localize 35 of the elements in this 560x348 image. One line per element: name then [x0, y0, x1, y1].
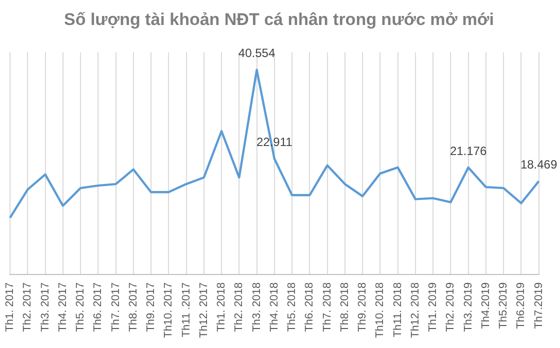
- x-tick-label: Th9. 2018: [356, 282, 369, 332]
- x-tick-label: Th4. 2018: [268, 282, 280, 332]
- x-tick-label: Th4.2019: [480, 282, 492, 329]
- data-label: 21.176: [450, 144, 487, 158]
- x-tick-label: Th3. 2019: [462, 282, 474, 332]
- x-tick-label: Th6. 2017: [92, 282, 104, 332]
- x-tick-label: Th9. 2017: [145, 282, 158, 332]
- x-tick-label: Th12. 2018: [409, 282, 422, 338]
- x-tick-label: Th5. 2018: [286, 282, 298, 332]
- data-label: 40.554: [238, 46, 276, 60]
- x-tick-label: Th5.2019: [498, 282, 510, 329]
- x-tick-label: Th3. 2017: [39, 282, 52, 332]
- data-label: 18.469: [520, 157, 558, 172]
- x-tick-label: Th10. 2018: [374, 282, 386, 338]
- x-tick-label: Th8. 2017: [127, 282, 140, 332]
- x-tick-label: Th4. 2017: [56, 282, 69, 332]
- x-tick-label: Th12. 2017: [198, 282, 210, 338]
- x-tick-label: Th6.2019: [515, 282, 528, 329]
- x-tick-label: Th7. 2018: [321, 282, 334, 332]
- x-tick-label: Th1. 2019: [427, 282, 440, 332]
- x-tick-label: Th1. 2018: [216, 282, 228, 332]
- x-tick-label: Th8. 2018: [338, 282, 351, 332]
- x-tick-label: Th2. 2017: [22, 282, 34, 332]
- x-tick-label: Th6. 2018: [304, 282, 316, 332]
- x-tick-label: Th2. 2019: [444, 282, 457, 332]
- x-tick-label: Th3. 2018: [250, 282, 263, 332]
- chart-title: Số lượng tài khoản NĐT cá nhân trong nước mở mới: [64, 10, 494, 29]
- x-tick-label: Th5. 2017: [74, 282, 87, 332]
- x-tick-label: Th11 .2017: [180, 282, 192, 338]
- x-tick-label: Th2. 2018: [233, 282, 246, 332]
- x-tick-label: Th11. 2018: [392, 282, 404, 338]
- x-tick-label: Th1. 2017: [4, 282, 16, 332]
- x-tick-label: Th7.2019: [532, 282, 545, 329]
- x-tick-label: Th7. 2017: [110, 282, 122, 332]
- x-tick-label: Th10. 2017: [162, 282, 175, 338]
